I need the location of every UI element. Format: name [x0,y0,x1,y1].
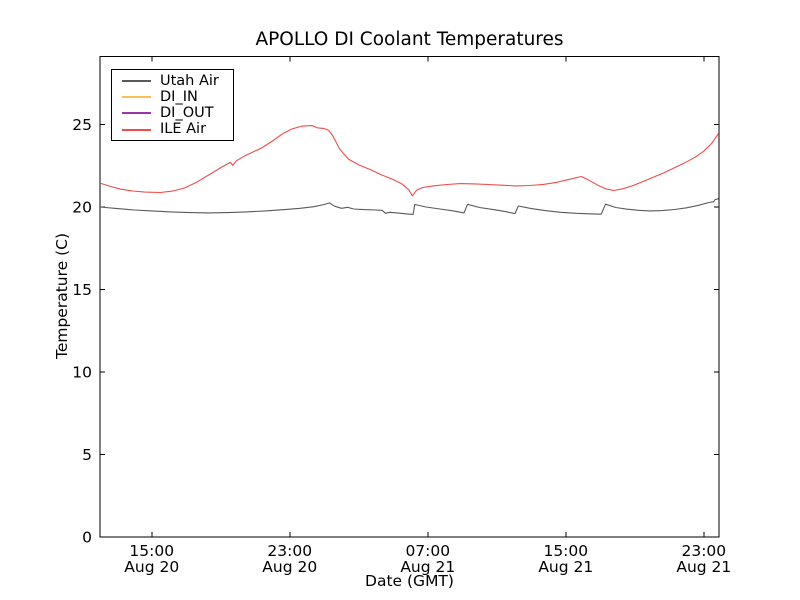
legend-item-di-out: DI_OUT [122,105,233,121]
x-tick-label-date: Aug 20 [262,558,317,576]
chart-title: APOLLO DI Coolant Temperatures [255,29,564,50]
x-tick-label-time: 15:00 [129,542,174,560]
x-tick-label-time: 07:00 [405,542,450,560]
x-tick-label-time: 23:00 [267,542,312,560]
legend-label: DI_IN [160,89,198,106]
series-line-utah-air [99,198,719,215]
legend-line-sample-utah-air [122,80,151,83]
y-axis-label: Temperature (C) [53,232,71,360]
series-line-ile-air [99,125,719,197]
legend-line-sample-di-out [122,112,151,115]
y-tick-label: 5 [82,446,92,464]
x-tick-label-time: 15:00 [543,542,588,560]
x-tick-label-time: 23:00 [681,542,726,560]
plot-frame [99,56,720,538]
legend-line-sample-di-in [122,96,151,99]
x-tick-label-date: Aug 20 [124,558,179,576]
legend-label: Utah Air [160,72,219,89]
legend: Utah Air DI_IN DI_OUT ILE Air [111,69,234,141]
y-tick-label: 20 [72,198,92,216]
legend-item-utah-air: Utah Air [122,73,233,89]
legend-label: DI_OUT [160,105,214,122]
x-tick-label-date: Aug 21 [400,558,455,576]
x-axis-label: Date (GMT) [365,572,454,590]
legend-item-di-in: DI_IN [122,89,233,105]
x-tick-label-date: Aug 21 [676,558,731,576]
y-tick-label: 0 [82,529,92,547]
y-tick-label: 15 [72,281,92,299]
legend-line-sample-ile-air [122,128,151,131]
legend-label: ILE Air [160,121,207,138]
legend-item-ile-air: ILE Air [122,122,233,138]
x-tick-label-date: Aug 21 [538,558,593,576]
y-tick-label: 25 [72,116,92,134]
y-tick-label: 10 [72,363,92,381]
